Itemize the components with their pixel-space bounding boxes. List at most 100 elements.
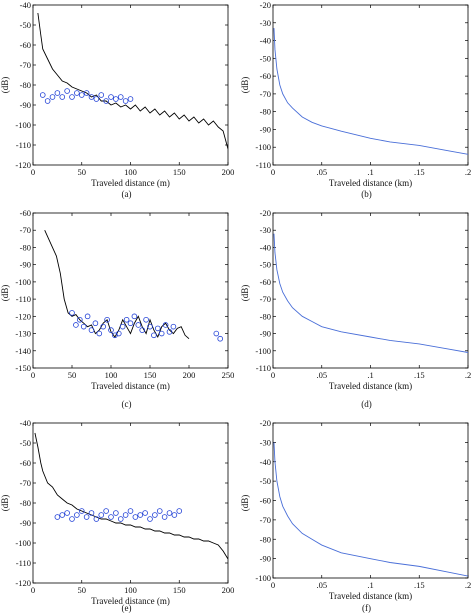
y-tick-label: -90 (20, 260, 31, 270)
y-tick-label: -70 (260, 294, 271, 304)
data-point (147, 516, 153, 522)
data-point (49, 94, 56, 100)
x-tick-label: .1 (367, 370, 373, 380)
x-tick-label: .05 (316, 370, 327, 380)
data-point (88, 327, 95, 333)
data-point (73, 322, 79, 328)
x-tick-label: 50 (78, 585, 87, 595)
x-axis-label: Traveled distance (km) (329, 381, 412, 391)
x-axis-label: Traveled distance (km) (329, 591, 412, 601)
x-tick-label: 200 (222, 167, 235, 177)
y-tick-label: -40 (20, 0, 31, 10)
x-tick-label: .2 (465, 370, 471, 380)
y-axis-label: (dB) (0, 495, 10, 512)
y-tick-label: -70 (260, 515, 271, 525)
y-tick-label: -40 (260, 242, 271, 252)
y-tick-label: -50 (260, 476, 271, 486)
data-point (83, 90, 90, 96)
x-tick-label: .2 (465, 580, 471, 590)
y-tick-label: -20 (260, 418, 271, 428)
y-tick-label: -90 (20, 518, 31, 528)
chart-panel-4: 0 .05 .1 .15 .2 -110 -100 -90 -80 -70 -60 -50 -40 -30… (240, 208, 471, 409)
y-tick-label: -80 (260, 107, 271, 117)
y-tick-label: -100 (15, 538, 31, 548)
data-point (123, 316, 130, 323)
y-tick-label: -20 (260, 208, 271, 218)
y-axis-label: (dB) (240, 77, 250, 94)
y-tick-label: -80 (20, 80, 31, 90)
x-tick-label: 100 (124, 585, 137, 595)
y-tick-label: -150 (15, 363, 31, 373)
chart-panel-3: 0 50 100 150 200 250 -150 -140 -130 -120 -110 -100 -… (0, 208, 234, 409)
data-point (176, 508, 183, 514)
data-point (69, 94, 75, 100)
y-tick-label: -60 (20, 208, 31, 218)
x-tick-label: 100 (105, 370, 118, 380)
x-tick-label: 0 (31, 370, 35, 380)
y-tick-label: -100 (15, 277, 31, 287)
data-point (74, 512, 80, 518)
x-tick-label: 150 (173, 585, 186, 595)
data-point (88, 510, 95, 516)
data-point (137, 512, 144, 518)
y-tick-label: -60 (20, 458, 31, 468)
y-tick-label: -130 (15, 329, 31, 339)
data-point (127, 508, 134, 514)
panel-label: (f) (362, 603, 371, 613)
y-tick-label: -120 (15, 578, 31, 588)
y-tick-label: -100 (255, 346, 271, 356)
data-point (132, 514, 139, 520)
x-tick-label: .1 (367, 167, 373, 177)
data-point (217, 335, 224, 342)
data-point (69, 516, 75, 522)
chart-panel-1: 0 50 100 150 200 -120 -110 -100 -90 -80 -70 -60 -50 -… (0, 0, 234, 199)
data-point (147, 323, 153, 330)
data-point (83, 514, 90, 520)
chart-panel-6: 0 .05 .1 .15 .2 -100 -90 -80 -70 -60 -50 -40 -30 -20 T… (240, 418, 471, 613)
y-tick-label: -20 (260, 0, 271, 10)
data-point (127, 96, 134, 102)
y-tick-label: -120 (15, 160, 31, 170)
x-tick-label: 0 (31, 585, 35, 595)
x-tick-label: 200 (183, 370, 196, 380)
data-point (143, 316, 149, 323)
data-point (69, 310, 75, 316)
series-line (273, 233, 468, 353)
series-line (44, 230, 190, 340)
data-point (103, 508, 109, 514)
x-tick-label: 0 (271, 167, 275, 177)
y-tick-label: -120 (15, 311, 31, 321)
data-point (64, 88, 70, 94)
x-tick-label: .15 (414, 580, 425, 590)
chart-panel-2: 0 .05 .1 .15 .2 -110 -100 -90 -80 -70 -60 -50 -40 -30… (240, 0, 471, 199)
panel-label: (e) (122, 603, 132, 613)
y-tick-label: -80 (20, 242, 31, 252)
data-point (39, 92, 46, 98)
data-point (155, 325, 161, 332)
y-tick-label: -30 (260, 225, 271, 235)
y-tick-label: -90 (260, 329, 271, 339)
x-tick-label: .1 (367, 580, 373, 590)
data-point (44, 98, 51, 104)
x-tick-label: 100 (124, 167, 137, 177)
x-tick-label: .15 (414, 370, 425, 380)
plot-frame (272, 4, 469, 166)
data-point (54, 90, 61, 96)
data-point (77, 316, 83, 323)
y-tick-label: -70 (20, 225, 31, 235)
series-line (273, 28, 468, 155)
y-tick-label: -40 (20, 418, 31, 428)
data-point (116, 330, 122, 337)
data-point (156, 508, 163, 514)
y-tick-label: -110 (16, 140, 31, 150)
data-point (108, 514, 114, 520)
x-axis-label: Traveled distance (m) (91, 381, 170, 391)
y-tick-label: -70 (20, 478, 31, 488)
data-point (127, 320, 134, 327)
x-tick-label: .05 (316, 580, 327, 590)
data-point (93, 516, 100, 522)
y-tick-label: -60 (260, 71, 271, 81)
y-tick-label: -110 (16, 558, 31, 568)
plot-frame (32, 212, 229, 369)
